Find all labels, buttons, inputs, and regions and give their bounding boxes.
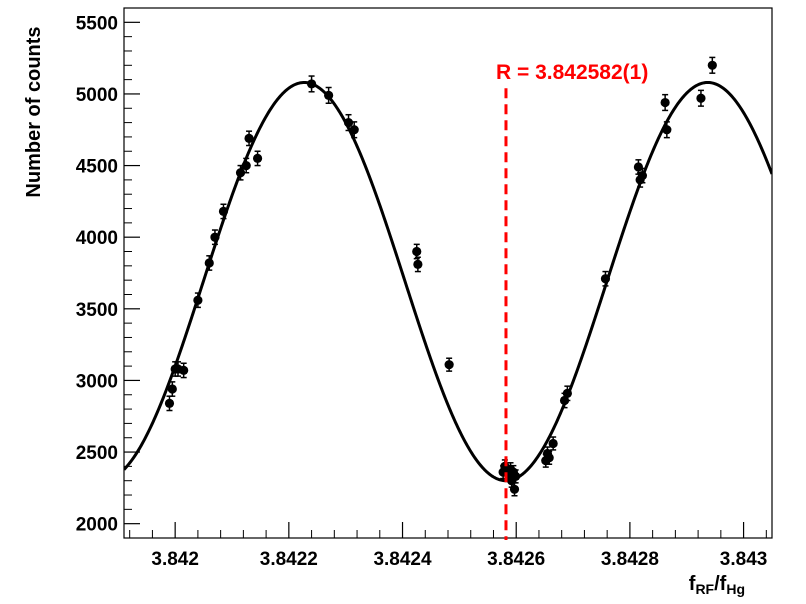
point-marker [511, 471, 521, 482]
point-marker [343, 117, 354, 128]
point-marker [204, 258, 214, 268]
data-point [637, 167, 648, 184]
data-point [204, 255, 214, 271]
y-axis-title: Number of counts [23, 26, 45, 197]
y-tick-label: 3500 [76, 300, 118, 321]
data-point [167, 381, 177, 397]
x-axis-title-sub1: RF [695, 581, 714, 597]
point-marker [662, 125, 672, 135]
data-point [544, 450, 554, 465]
point-marker [544, 453, 554, 463]
data-point [412, 243, 422, 260]
point-marker [324, 90, 334, 100]
annotation-layer: R = 3.842582(1) [496, 61, 648, 540]
point-marker [413, 259, 423, 270]
point-marker [349, 125, 359, 135]
x-tick-label: 3.8428 [601, 549, 659, 570]
point-marker [244, 133, 254, 143]
x-axis-title: fRF/fHg [689, 573, 745, 597]
point-marker [696, 93, 706, 103]
point-marker [179, 365, 189, 376]
data-point [241, 157, 251, 174]
data-point [210, 229, 220, 246]
y-tick-label: 3000 [76, 371, 118, 392]
point-marker [167, 384, 177, 394]
data-point [444, 357, 454, 372]
data-point [164, 395, 175, 412]
point-marker [252, 153, 263, 164]
point-marker [241, 160, 251, 171]
x-tick-label: 3.842 [151, 549, 199, 570]
data-point [600, 270, 611, 287]
y-tick-label: 4500 [76, 157, 118, 178]
point-marker [562, 388, 572, 398]
point-marker [637, 170, 648, 181]
x-tick-label: 3.8424 [373, 549, 432, 570]
point-marker [509, 484, 520, 494]
point-marker [412, 246, 422, 257]
axes-layer: 2000 2500 3000 3500 4000 4500 5000 5500 3.842 3.8… [76, 7, 773, 570]
point-marker [210, 232, 220, 242]
data-point [562, 385, 572, 402]
x-tick-label: 3.843 [720, 549, 768, 570]
data-point [244, 130, 254, 147]
plot-frame [123, 7, 773, 539]
point-marker [306, 79, 317, 89]
data-point [324, 86, 334, 105]
data-point [218, 203, 229, 220]
data-point [633, 159, 644, 175]
data-point [306, 75, 317, 93]
point-marker [548, 438, 558, 449]
data-point [548, 436, 558, 451]
data-point [662, 121, 672, 139]
x-axis-title-sep: /f [714, 573, 727, 595]
y-tick-label: 5000 [76, 85, 118, 106]
point-marker [193, 295, 203, 305]
data-point [179, 362, 189, 379]
point-marker [235, 168, 246, 178]
data-point [349, 121, 359, 139]
y-tick-label: 2500 [76, 443, 118, 464]
x-axis-title-main: f [689, 573, 696, 595]
point-marker [660, 97, 670, 108]
data-point [511, 469, 521, 484]
x-tick-label: 3.8422 [260, 549, 318, 570]
data-point [696, 89, 706, 107]
point-marker [164, 398, 175, 408]
data-point [193, 292, 203, 309]
x-axis-title-sub2: Hg [726, 581, 745, 597]
resonance-label: R = 3.842582(1) [496, 61, 648, 84]
point-marker [600, 274, 611, 284]
x-tick-label: 3.8426 [487, 549, 545, 570]
data-point [707, 56, 717, 74]
y-tick-label: 5500 [76, 13, 118, 34]
point-marker [707, 60, 717, 70]
fit-layer [124, 80, 772, 483]
point-marker [444, 360, 454, 370]
point-marker [633, 162, 644, 172]
data-point [660, 93, 670, 112]
data-point [413, 256, 423, 273]
data-point [235, 164, 246, 181]
y-tick-label: 2000 [76, 515, 118, 536]
fit-curve [124, 80, 772, 483]
data-point [252, 150, 263, 167]
point-marker [218, 206, 229, 217]
data-points-layer [164, 56, 717, 497]
y-tick-label: 4000 [76, 228, 118, 249]
